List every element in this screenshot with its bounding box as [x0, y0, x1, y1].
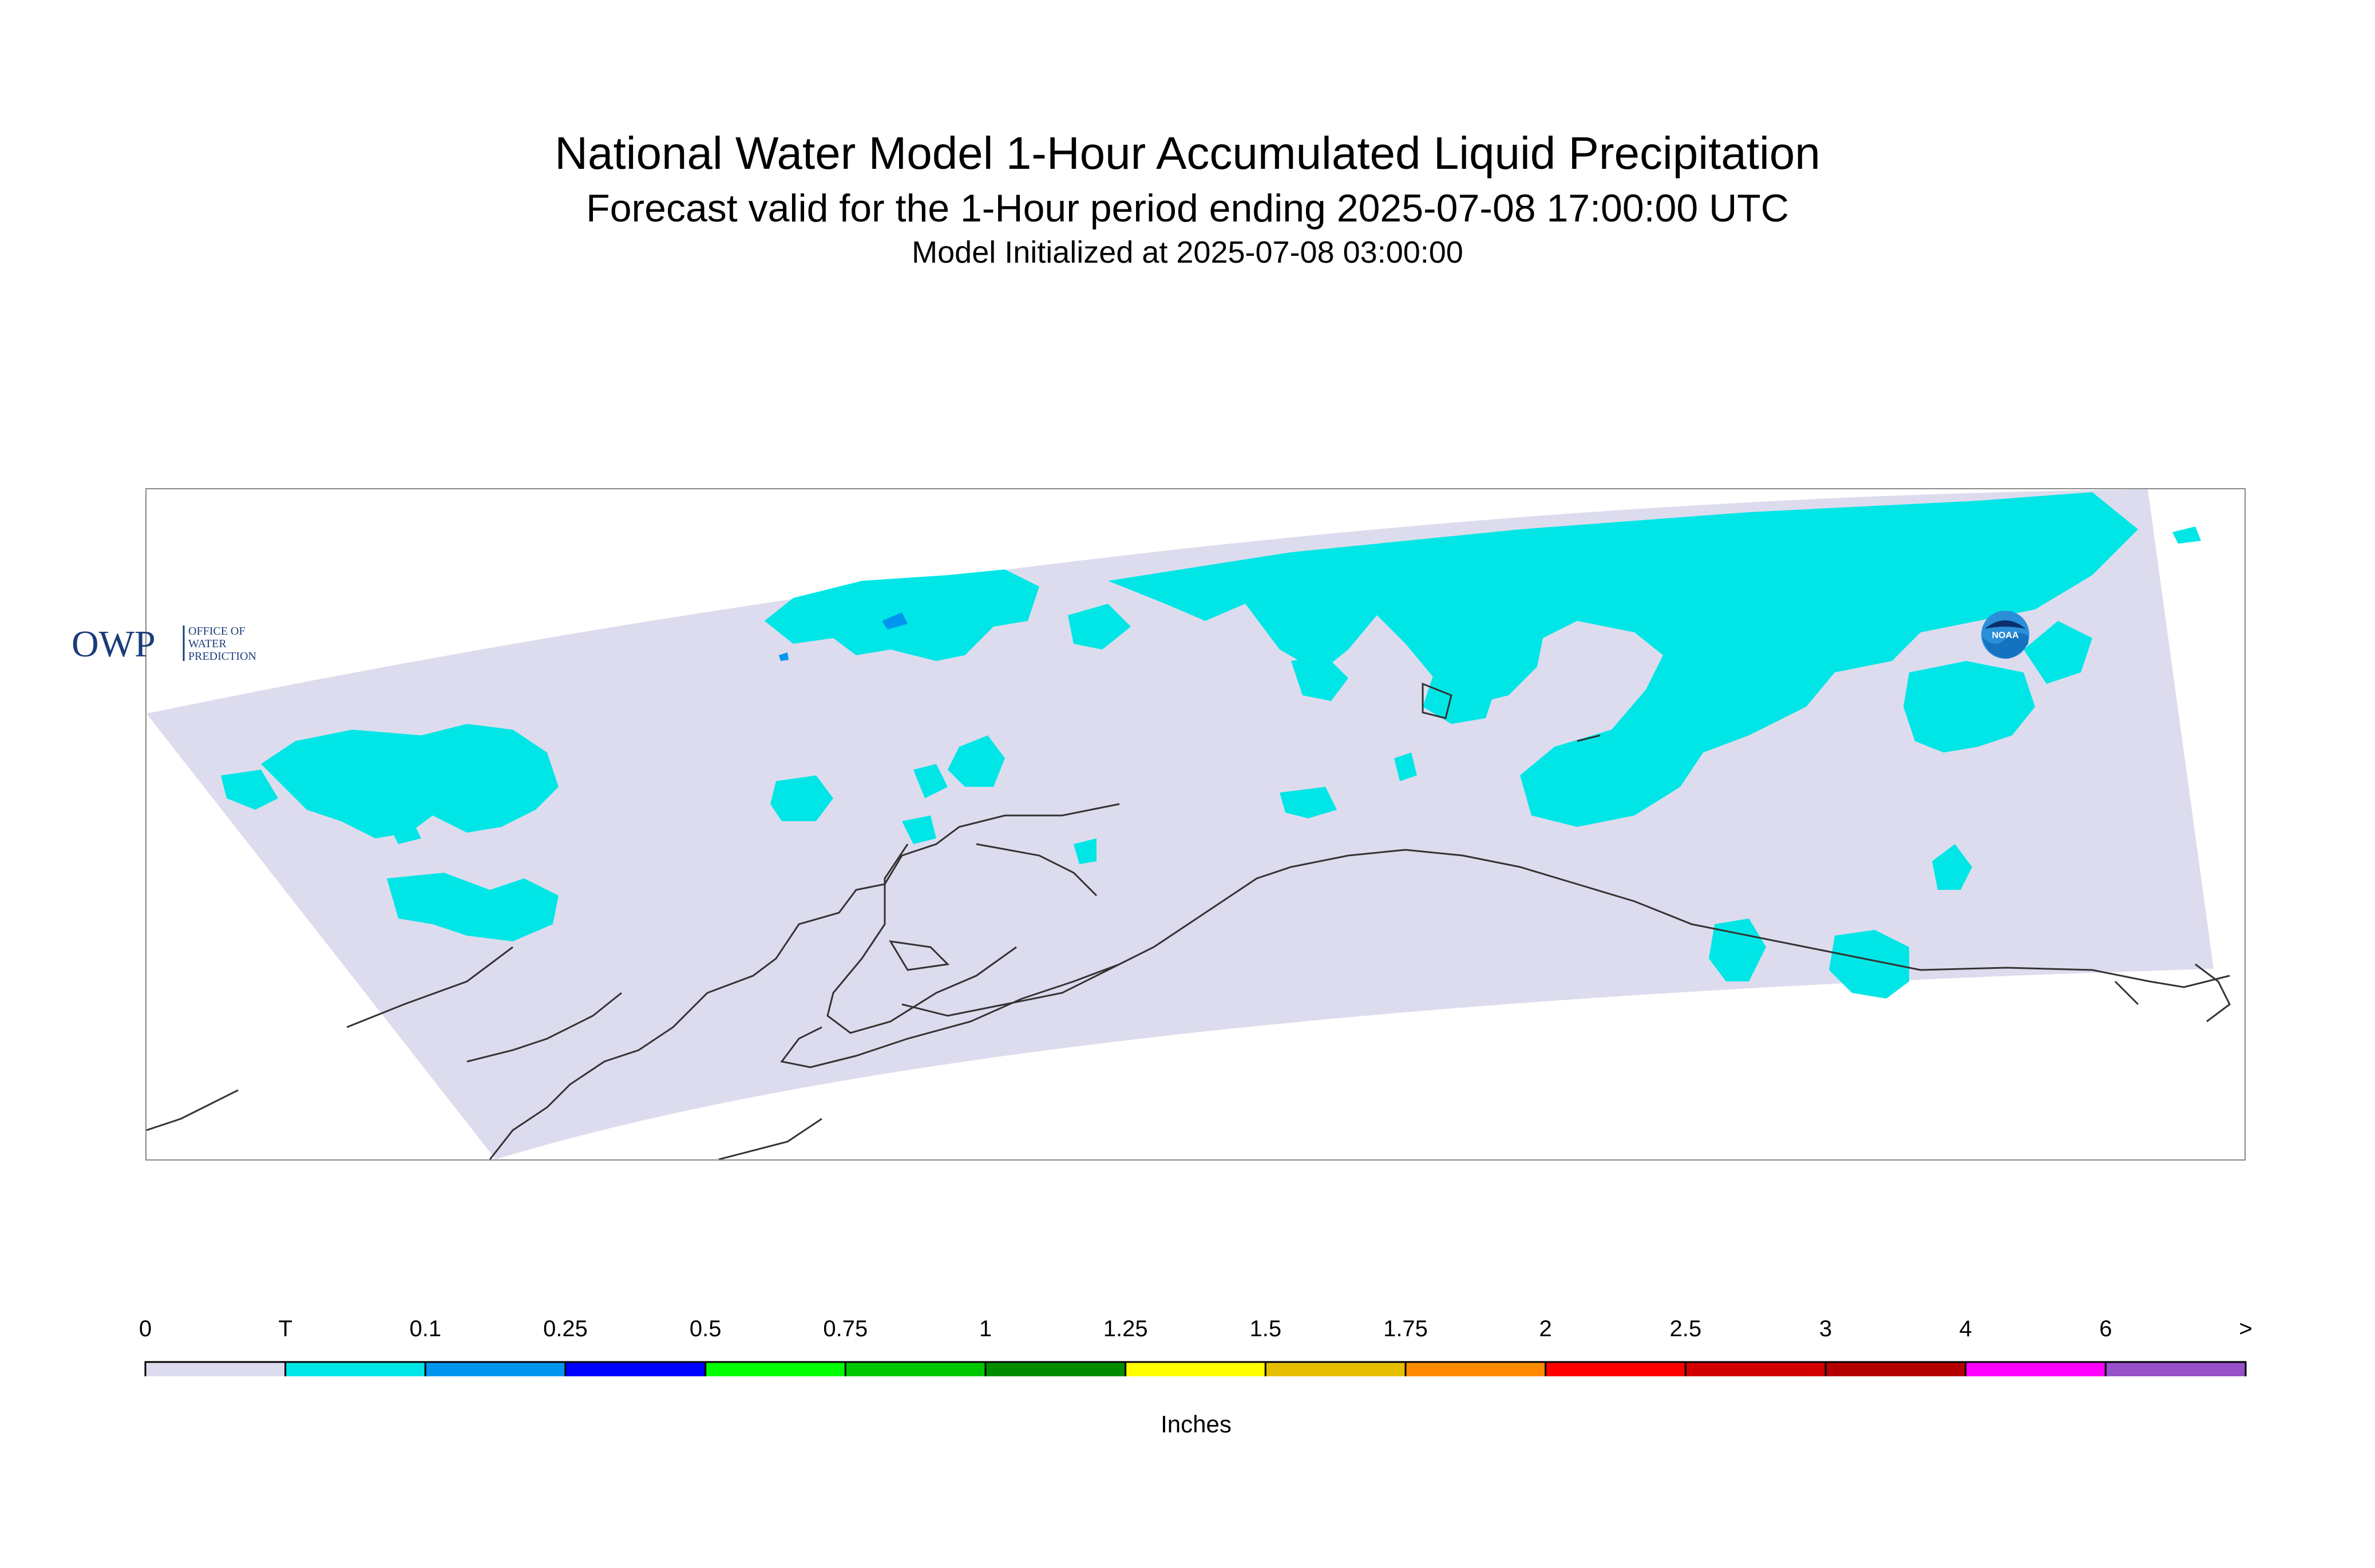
legend-tick-label: >	[2239, 1316, 2253, 1341]
precipitation-map	[145, 488, 2246, 1161]
legend-swatches	[144, 1361, 2247, 1376]
legend-swatch-1	[284, 1361, 426, 1376]
legend-swatch-0	[144, 1361, 287, 1376]
noaa-logo: NOAA	[1980, 609, 2030, 660]
precip-legend	[144, 1308, 2248, 1376]
precip-trace-areas	[221, 492, 2201, 999]
legend-swatch-10	[1545, 1361, 1687, 1376]
precip-light-areas	[779, 612, 908, 661]
legend-units: Inches	[1161, 1411, 1232, 1438]
legend-swatch-2	[424, 1361, 567, 1376]
legend-tick-label: 6	[2099, 1316, 2112, 1341]
legend-swatch-13	[1965, 1361, 2107, 1376]
legend-swatch-8	[1264, 1361, 1407, 1376]
legend-swatch-6	[984, 1361, 1127, 1376]
legend-swatch-11	[1684, 1361, 1827, 1376]
legend-tick-label: 4	[1959, 1316, 1972, 1341]
legend-tick-label: 0.25	[543, 1316, 588, 1341]
legend-swatch-7	[1125, 1361, 1266, 1376]
legend-tick-label: 2.5	[1669, 1316, 1702, 1341]
legend-swatch-9	[1404, 1361, 1547, 1376]
page-title: National Water Model 1-Hour Accumulated …	[555, 128, 1820, 179]
owp-logo: OWP OFFICE OF WATER PREDICTION	[72, 621, 289, 667]
legend-tick-label: T	[278, 1316, 292, 1341]
legend-swatch-3	[564, 1361, 707, 1376]
forecast-valid-subtitle: Forecast valid for the 1-Hour period end…	[586, 187, 1789, 230]
legend-tick-label: 2	[1539, 1316, 1552, 1341]
legend-tick-label: 0.5	[689, 1316, 722, 1341]
noaa-logo-text: NOAA	[1992, 631, 2019, 640]
legend-tick-label: 1	[979, 1316, 992, 1341]
coastlines	[147, 682, 2231, 1159]
owp-logo-sub-3: PREDICTION	[188, 650, 256, 663]
legend-tick-label: 1.75	[1383, 1316, 1428, 1341]
legend-tick-label: 0.1	[409, 1316, 442, 1341]
owp-logo-text: OWP	[72, 623, 156, 665]
legend-tick-label: 0	[138, 1316, 152, 1341]
legend-swatch-14	[2104, 1361, 2247, 1376]
owp-logo-sub-1: OFFICE OF	[188, 625, 245, 638]
legend-swatch-5	[844, 1361, 987, 1376]
legend-swatch-12	[1824, 1361, 1967, 1376]
legend-tick-label: 3	[1819, 1316, 1832, 1341]
owp-logo-sub-2: WATER	[188, 638, 227, 650]
model-init-subtitle: Model Initialized at 2025-07-08 03:00:00	[912, 235, 1463, 270]
legend-tick-label: 1.5	[1249, 1316, 1282, 1341]
legend-swatch-4	[704, 1361, 846, 1376]
legend-tick-label: 1.25	[1103, 1316, 1148, 1341]
legend-tick-label: 0.75	[823, 1316, 868, 1341]
